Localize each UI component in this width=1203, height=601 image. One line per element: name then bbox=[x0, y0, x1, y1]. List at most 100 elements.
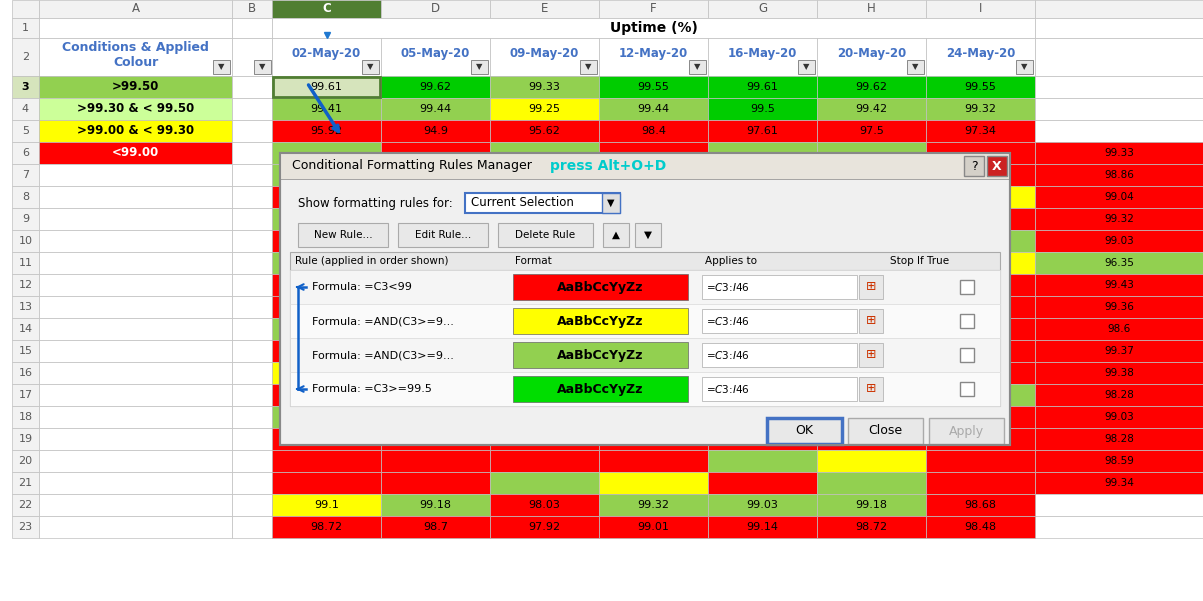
Text: Format: Format bbox=[515, 256, 552, 266]
Bar bbox=[709, 208, 817, 230]
Bar bbox=[272, 0, 381, 18]
Bar bbox=[709, 230, 817, 252]
Text: ▼: ▼ bbox=[218, 63, 225, 72]
Bar bbox=[635, 223, 660, 247]
Bar bbox=[232, 98, 272, 120]
Text: Formula: =AND(C3>=9...: Formula: =AND(C3>=9... bbox=[312, 350, 454, 360]
Bar bbox=[38, 0, 232, 18]
Text: Edit Rule...: Edit Rule... bbox=[415, 230, 472, 240]
Text: 95.92: 95.92 bbox=[310, 126, 343, 136]
Text: ▼: ▼ bbox=[644, 230, 652, 240]
Bar bbox=[38, 274, 232, 296]
Text: E: E bbox=[541, 2, 549, 16]
Bar bbox=[599, 494, 709, 516]
Bar bbox=[12, 450, 38, 472]
Text: =$C$3:$I$46: =$C$3:$I$46 bbox=[706, 315, 749, 327]
Text: Uptime (%): Uptime (%) bbox=[610, 21, 698, 35]
Bar bbox=[12, 274, 38, 296]
Bar bbox=[817, 208, 926, 230]
Bar bbox=[1035, 516, 1203, 538]
Bar bbox=[38, 142, 232, 164]
Bar bbox=[490, 186, 599, 208]
Bar bbox=[272, 164, 381, 186]
Bar bbox=[490, 516, 599, 538]
Bar bbox=[38, 18, 232, 38]
Bar bbox=[709, 362, 817, 384]
Bar bbox=[280, 153, 1011, 179]
Bar bbox=[272, 494, 381, 516]
Text: 11: 11 bbox=[18, 258, 32, 268]
Bar bbox=[817, 362, 926, 384]
Bar bbox=[381, 186, 490, 208]
Bar bbox=[926, 120, 1035, 142]
Text: 98.6: 98.6 bbox=[1108, 324, 1131, 334]
Text: New Rule...: New Rule... bbox=[314, 230, 372, 240]
Bar bbox=[381, 406, 490, 428]
Bar bbox=[272, 76, 381, 98]
Bar bbox=[817, 472, 926, 494]
Bar bbox=[490, 0, 599, 18]
Bar bbox=[490, 296, 599, 318]
Bar bbox=[38, 406, 232, 428]
Text: 16: 16 bbox=[18, 368, 32, 378]
Bar bbox=[490, 450, 599, 472]
Bar bbox=[381, 494, 490, 516]
Bar bbox=[381, 142, 490, 164]
Text: Current Selection: Current Selection bbox=[472, 197, 574, 210]
Bar bbox=[280, 153, 1011, 445]
Bar bbox=[817, 0, 926, 18]
Bar bbox=[709, 142, 817, 164]
Text: Stop If True: Stop If True bbox=[890, 256, 949, 266]
Text: OK: OK bbox=[795, 424, 813, 438]
Bar bbox=[599, 252, 709, 274]
Bar bbox=[490, 516, 599, 538]
Bar bbox=[12, 142, 38, 164]
Bar bbox=[232, 494, 272, 516]
Text: 99.32: 99.32 bbox=[965, 104, 996, 114]
Text: 22: 22 bbox=[18, 500, 32, 510]
Bar bbox=[490, 76, 599, 98]
Text: I: I bbox=[979, 2, 982, 16]
Bar bbox=[926, 142, 1035, 164]
Text: 98.28: 98.28 bbox=[1104, 434, 1134, 444]
Bar bbox=[490, 318, 599, 340]
Text: 99.42: 99.42 bbox=[855, 104, 888, 114]
Text: 98.48: 98.48 bbox=[965, 522, 996, 532]
Bar bbox=[599, 362, 709, 384]
Bar bbox=[817, 76, 926, 98]
Text: ▲: ▲ bbox=[612, 230, 620, 240]
Text: 99.03: 99.03 bbox=[747, 500, 778, 510]
Text: 99.5: 99.5 bbox=[749, 104, 775, 114]
Bar bbox=[599, 296, 709, 318]
Bar bbox=[232, 384, 272, 406]
Bar bbox=[599, 120, 709, 142]
Bar bbox=[599, 98, 709, 120]
Bar bbox=[1035, 230, 1203, 252]
Text: 99.18: 99.18 bbox=[420, 500, 451, 510]
Text: 99.61: 99.61 bbox=[747, 82, 778, 92]
Text: 96.35: 96.35 bbox=[1104, 258, 1134, 268]
Bar bbox=[38, 340, 232, 362]
Bar bbox=[12, 208, 38, 230]
Text: Delete Rule: Delete Rule bbox=[515, 230, 575, 240]
Text: Applies to: Applies to bbox=[705, 256, 757, 266]
Bar bbox=[926, 384, 1035, 406]
Bar bbox=[817, 186, 926, 208]
Bar bbox=[38, 164, 232, 186]
Text: 99.34: 99.34 bbox=[1104, 478, 1134, 488]
Bar bbox=[859, 343, 883, 367]
Text: 97.61: 97.61 bbox=[747, 126, 778, 136]
Text: 8: 8 bbox=[22, 192, 29, 202]
Text: 12-May-20: 12-May-20 bbox=[618, 47, 688, 61]
Text: =$C$3:$I$46: =$C$3:$I$46 bbox=[706, 383, 749, 395]
Text: 18: 18 bbox=[18, 412, 32, 422]
Bar bbox=[381, 450, 490, 472]
Bar bbox=[689, 60, 706, 74]
Bar bbox=[926, 0, 1035, 18]
Text: 17: 17 bbox=[18, 390, 32, 400]
Text: =$C$3:$I$46: =$C$3:$I$46 bbox=[706, 349, 749, 361]
Bar bbox=[272, 516, 381, 538]
Text: 13: 13 bbox=[18, 302, 32, 312]
Text: AaBbCcYyZz: AaBbCcYyZz bbox=[557, 281, 644, 293]
Bar bbox=[381, 208, 490, 230]
